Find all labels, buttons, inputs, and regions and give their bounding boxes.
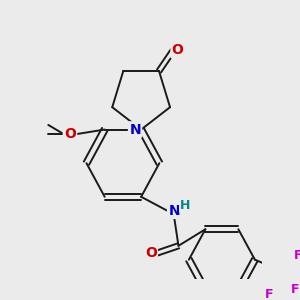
Text: H: H	[180, 199, 190, 212]
Text: F: F	[294, 248, 300, 262]
Text: N: N	[168, 204, 180, 218]
Text: O: O	[172, 43, 184, 57]
Text: N: N	[129, 122, 141, 136]
Text: O: O	[64, 127, 76, 141]
Text: O: O	[145, 246, 157, 260]
Text: F: F	[290, 283, 299, 296]
Text: F: F	[266, 288, 274, 300]
